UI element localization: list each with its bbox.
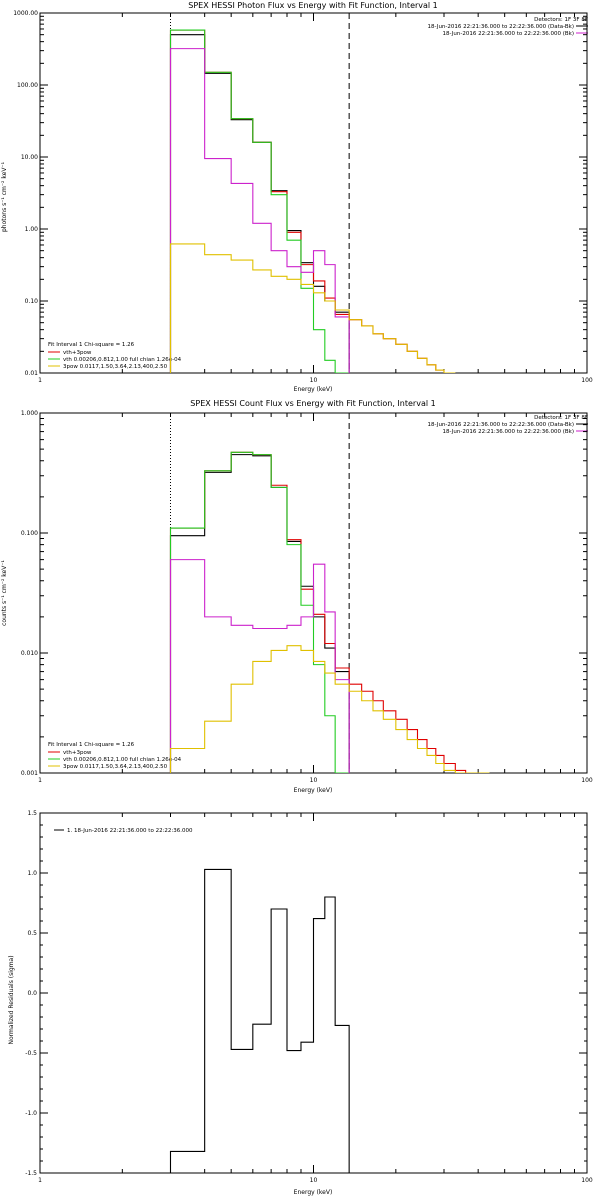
series-0-data-bk [169, 34, 350, 373]
y-tick-label-1-1: 0.010 [21, 650, 38, 657]
y-tick-label-2-1: -1.0 [25, 1110, 37, 1117]
series-0-bk [169, 48, 350, 373]
x-tick-label-0-0: 1 [38, 377, 42, 384]
y-tick-label-2-0: -1.5 [25, 1170, 37, 1177]
series-2-1-18-jun-2016-22-21-36-000-to-22-22-36-000 [169, 868, 350, 1173]
photon-info-bk: 18-Jun-2016 22:21:36.000 to 22:22:36.000… [442, 31, 574, 37]
count-ylabel: counts s⁻¹ cm⁻² keV⁻¹ [1, 560, 8, 626]
y-tick-label-1-0: 0.001 [21, 770, 38, 777]
photon-title: SPEX HESSI Photon Flux vs Energy with Fi… [188, 1, 438, 10]
photon-flux-panel: SPEX HESSI Photon Flux vs Energy with Fi… [1, 1, 593, 393]
count-info-bk: 18-Jun-2016 22:21:36.000 to 22:22:36.000… [442, 429, 574, 435]
y-tick-label-0-3: 10.00 [21, 154, 38, 161]
y-tick-label-2-6: 1.5 [27, 810, 37, 817]
photon-legend-title: Fit Interval 1 Chi-square = 1.26 [48, 342, 135, 348]
count-legend-0: vth+3pow [63, 750, 92, 756]
x-tick-label-0-2: 100 [581, 377, 593, 384]
y-tick-label-2-3: 0.0 [27, 990, 37, 997]
photon-legend-1: vth 0.00206,0.812,1.00 full chian 1.26e-… [63, 357, 182, 363]
series-1-bk [169, 559, 350, 773]
y-tick-label-0-1: 0.10 [25, 298, 39, 305]
y-tick-label-0-5: 1000.00 [13, 10, 38, 17]
y-tick-label-1-2: 0.100 [21, 530, 38, 537]
y-tick-label-0-2: 1.00 [25, 226, 39, 233]
photon-xlabel: Energy (keV) [294, 386, 333, 393]
y-tick-label-0-0: 0.01 [25, 370, 39, 377]
count-flux-panel: SPEX HESSI Count Flux vs Energy with Fit… [1, 399, 593, 794]
count-info-databk: 18-Jun-2016 22:21:36.000 to 22:22:36.000… [428, 422, 574, 428]
photon-ylabel: photons s⁻¹ cm⁻² keV⁻¹ [1, 161, 8, 232]
count-info-detectors: Detectors: 1F 3F 8F [534, 415, 588, 421]
series-0-vth [169, 29, 350, 373]
photon-legend-2: 3pow 0.0117,1.50,3.64,2.13,400,2.50 [63, 364, 168, 370]
residuals-panel: Energy (keV) Normalized Residuals (sigma… [8, 810, 593, 1196]
residuals-legend-0: 1. 18-Jun-2016 22:21:36.000 to 22:22:36.… [67, 828, 193, 834]
photon-legend-0: vth+3pow [63, 350, 92, 356]
x-tick-label-0-1: 10 [310, 377, 318, 384]
y-tick-label-2-5: 1.0 [27, 870, 37, 877]
photon-info-databk: 18-Jun-2016 22:21:36.000 to 22:22:36.000… [428, 24, 574, 30]
x-tick-label-2-0: 1 [38, 1177, 42, 1184]
series-1-3pow [169, 645, 490, 773]
count-legend-2: 3pow 0.0117,1.50,3.64,2.13,400,2.50 [63, 764, 168, 770]
x-tick-label-1-2: 100 [581, 777, 593, 784]
x-tick-label-2-1: 10 [310, 1177, 318, 1184]
y-tick-label-0-4: 100.00 [17, 82, 38, 89]
series-0-3pow [169, 243, 456, 373]
count-legend-1: vth 0.00206,0.812,1.00 full chian 1.26e-… [63, 757, 182, 763]
count-title: SPEX HESSI Count Flux vs Energy with Fit… [190, 399, 435, 408]
photon-info-detectors: Detectors: 1F 3F 8F [534, 17, 588, 23]
series-0-vth-3pow [169, 29, 456, 373]
series-1-vth-3pow [169, 451, 490, 773]
residuals-ylabel: Normalized Residuals (sigma) [8, 955, 15, 1044]
x-tick-label-1-0: 1 [38, 777, 42, 784]
residuals-xlabel: Energy (keV) [294, 1189, 333, 1196]
series-1-vth [169, 451, 350, 773]
x-tick-label-1-1: 10 [310, 777, 318, 784]
y-tick-label-2-2: -0.5 [25, 1050, 37, 1057]
y-tick-label-1-3: 1.000 [21, 410, 38, 417]
count-xlabel: Energy (keV) [294, 787, 333, 794]
y-tick-label-2-4: 0.5 [27, 930, 37, 937]
count-legend-title: Fit Interval 1 Chi-square = 1.26 [48, 742, 135, 748]
x-tick-label-2-2: 100 [581, 1177, 593, 1184]
